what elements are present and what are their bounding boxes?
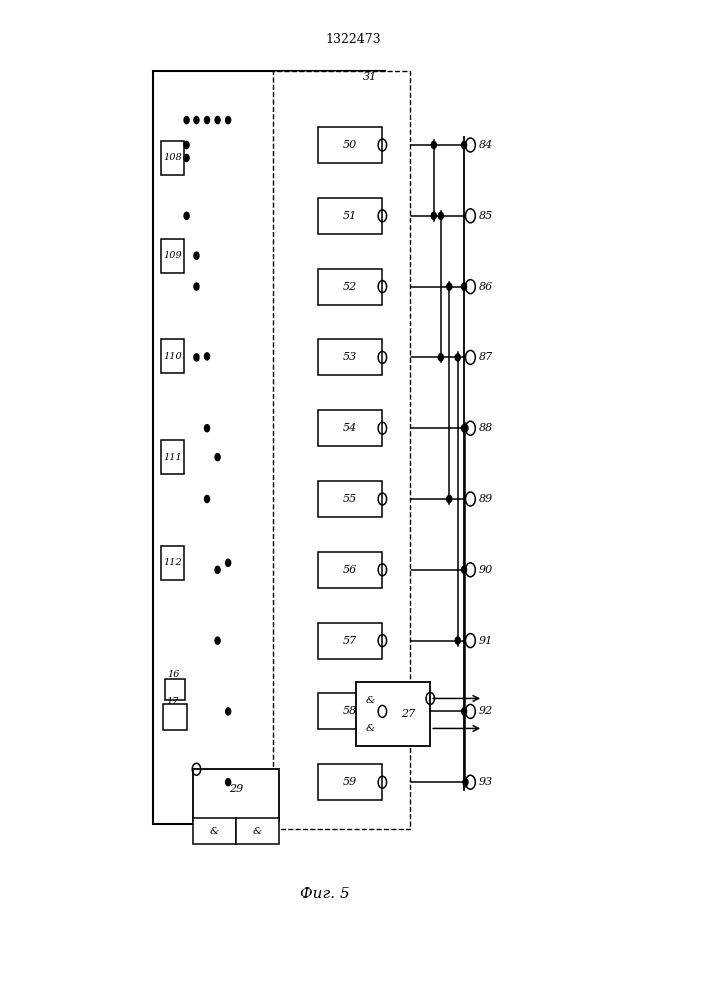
Text: 57: 57 [343,636,357,646]
Text: 59: 59 [343,777,357,787]
Bar [163,704,187,730]
Text: 109: 109 [163,251,182,260]
Circle shape [462,425,467,432]
Text: 16: 16 [167,670,180,679]
Circle shape [438,212,443,219]
Circle shape [215,637,220,644]
Text: &: & [366,724,375,733]
Text: 17: 17 [167,697,179,706]
Circle shape [226,708,230,715]
Text: 89: 89 [479,494,493,504]
Text: 58: 58 [343,706,357,716]
Text: 90: 90 [479,565,493,575]
Circle shape [184,141,189,148]
Circle shape [431,212,436,219]
Circle shape [455,354,460,361]
Bar [160,239,185,273]
Circle shape [447,496,452,502]
Text: 85: 85 [479,211,493,221]
Text: 52: 52 [343,282,357,292]
Text: 88: 88 [479,423,493,433]
Bar [317,764,382,800]
Text: 53: 53 [343,352,357,362]
Circle shape [215,566,220,573]
Circle shape [204,496,209,502]
Bar [272,71,410,829]
Text: 51: 51 [343,211,357,221]
Circle shape [447,283,452,290]
Bar [160,440,185,474]
Text: 55: 55 [343,494,357,504]
Text: 111: 111 [163,453,182,462]
Bar [317,623,382,659]
Text: 1322473: 1322473 [326,33,381,46]
Bar [153,71,385,824]
Bar [317,481,382,517]
Circle shape [184,212,189,219]
Circle shape [194,252,199,259]
Text: 110: 110 [163,352,182,361]
Text: &: & [252,827,262,836]
Bar [236,818,279,844]
Circle shape [438,354,443,361]
Text: 112: 112 [163,558,182,567]
Circle shape [463,779,468,786]
Bar [317,339,382,375]
Bar [160,546,185,580]
Text: 50: 50 [343,140,357,150]
Text: 87: 87 [479,352,493,362]
Circle shape [215,117,220,124]
Bar [317,552,382,588]
Text: 29: 29 [229,784,243,794]
Bar [317,127,382,163]
Circle shape [455,637,460,644]
Bar [165,679,185,700]
Text: 31: 31 [363,72,377,82]
Bar [317,198,382,234]
Bar [317,269,382,305]
Text: 56: 56 [343,565,357,575]
Text: 108: 108 [163,153,182,162]
Circle shape [463,425,468,432]
Bar [193,769,279,821]
Circle shape [204,353,209,360]
Circle shape [204,117,209,124]
Circle shape [215,454,220,461]
Circle shape [194,283,199,290]
Text: Фиг. 5: Фиг. 5 [300,887,350,901]
Circle shape [204,425,209,432]
Bar [317,693,382,729]
Text: 86: 86 [479,282,493,292]
Bar [193,818,236,844]
Bar [160,141,185,175]
Text: 93: 93 [479,777,493,787]
Circle shape [226,117,230,124]
Text: 92: 92 [479,706,493,716]
Text: &: & [366,696,375,705]
Bar [356,682,431,746]
Circle shape [462,141,467,148]
Bar [160,339,185,373]
Circle shape [462,566,467,573]
Text: 54: 54 [343,423,357,433]
Circle shape [194,117,199,124]
Bar [317,410,382,446]
Text: 91: 91 [479,636,493,646]
Text: 27: 27 [402,709,416,719]
Text: &: & [210,827,219,836]
Circle shape [431,141,436,148]
Circle shape [226,559,230,566]
Circle shape [462,283,467,290]
Circle shape [226,779,230,786]
Circle shape [462,708,467,715]
Circle shape [184,117,189,124]
Text: 84: 84 [479,140,493,150]
Circle shape [194,354,199,361]
Circle shape [184,154,189,161]
